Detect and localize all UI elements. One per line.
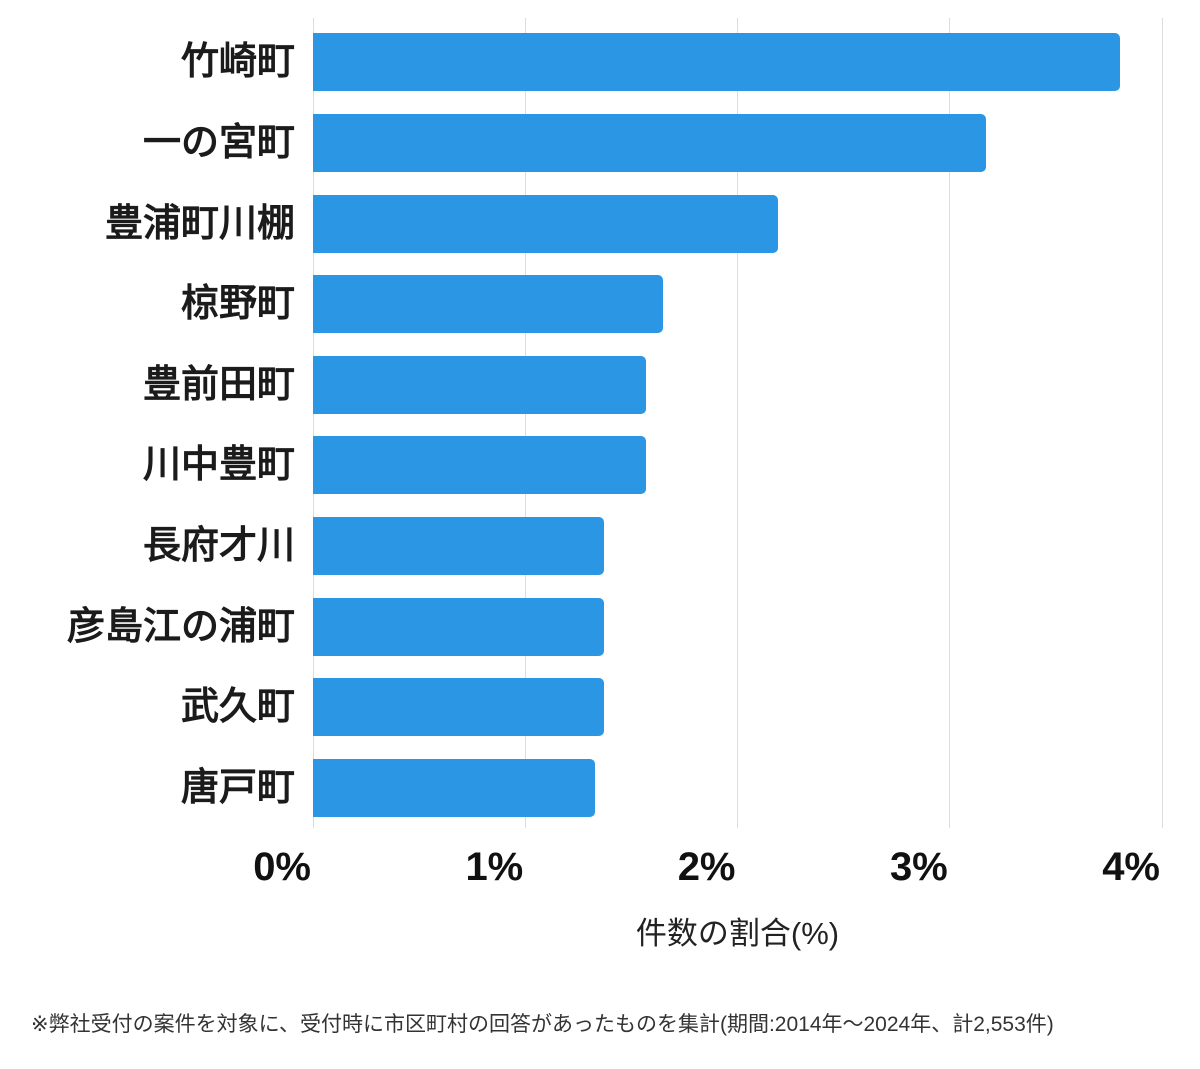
x-tick-label: 0%: [253, 845, 311, 889]
category-label: 川中豊町: [142, 444, 295, 487]
x-tick-label: 2%: [677, 845, 736, 889]
x-tick-label: 1%: [465, 845, 524, 889]
bar: [313, 516, 604, 575]
bar: [313, 33, 1120, 92]
gridline: [737, 18, 738, 828]
plot-area: [312, 18, 1163, 828]
gridline: [1161, 18, 1163, 828]
category-label: 竹崎町: [180, 41, 295, 84]
category-label: 長府才川: [142, 524, 295, 567]
category-label: 椋野町: [180, 283, 295, 326]
x-tick-label: 4%: [1102, 845, 1160, 889]
gridline: [524, 18, 526, 828]
bar: [313, 194, 778, 253]
bar: [313, 758, 596, 817]
footnote: ※弊社受付の案件を対象に、受付時に市区町村の回答があったものを集計(期間:201…: [31, 1013, 1054, 1036]
gridline: [312, 18, 314, 828]
category-label: 武久町: [180, 686, 295, 729]
bar: [313, 275, 664, 334]
x-axis-title: 件数の割合(%): [635, 916, 840, 951]
bar: [313, 355, 647, 414]
category-label: 唐戸町: [180, 766, 295, 809]
category-label: 一の宮町: [142, 121, 295, 164]
bar: [313, 436, 647, 495]
category-label: 豊浦町川棚: [104, 202, 295, 245]
category-label: 豊前田町: [142, 363, 295, 406]
bar: [313, 597, 604, 656]
category-label: 彦島江の浦町: [66, 605, 295, 648]
gridline: [949, 18, 951, 828]
bar: [313, 678, 604, 737]
x-tick-label: 3%: [889, 845, 948, 889]
bar: [313, 113, 986, 172]
